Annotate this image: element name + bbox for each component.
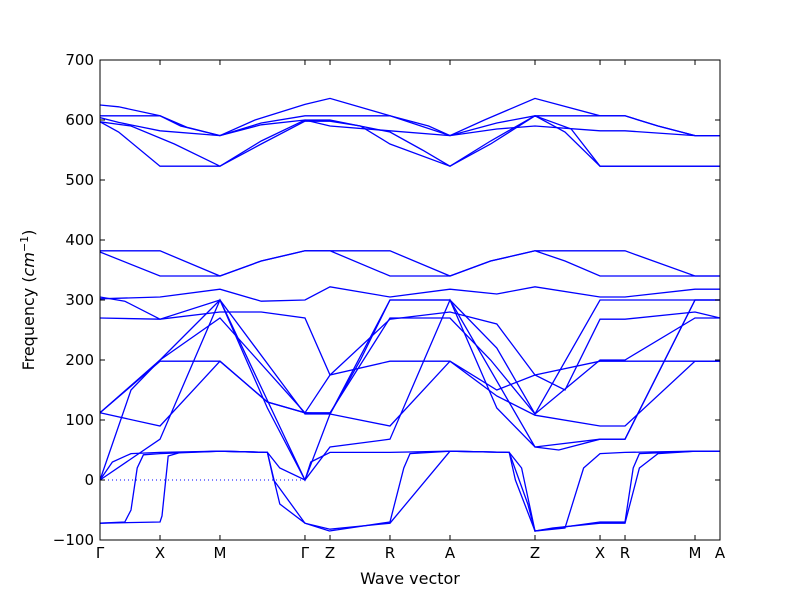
x-tick-label: M — [689, 544, 702, 562]
x-tick-label: Z — [530, 544, 540, 562]
plot-area — [99, 97, 721, 532]
band-line-9 — [99, 311, 721, 391]
band-line-8 — [99, 286, 720, 302]
band-line-16 — [99, 450, 720, 532]
y-tick-label: 300 — [65, 291, 94, 309]
band-line-13 — [99, 360, 720, 427]
x-tick-label: R — [385, 544, 395, 562]
y-tick-label: 600 — [65, 111, 94, 129]
band-line-4 — [99, 115, 720, 167]
band-line-2 — [100, 115, 720, 137]
y-tick-label: −100 — [53, 531, 94, 549]
x-tick-label: X — [155, 544, 165, 562]
band-line-5 — [99, 115, 720, 167]
y-axis-label: Frequency (cm−1) — [18, 230, 38, 371]
x-axis-label: Wave vector — [360, 569, 460, 588]
band-line-6 — [100, 250, 720, 277]
y-tick-label: 500 — [65, 171, 94, 189]
y-tick-label: 400 — [65, 231, 94, 249]
band-line-3 — [99, 116, 720, 137]
y-tick-label: 0 — [84, 471, 94, 489]
x-tick-label: X — [595, 544, 605, 562]
band-line-15 — [99, 298, 720, 482]
band-line-7 — [99, 250, 720, 277]
x-tick-label: Z — [325, 544, 335, 562]
band-line-18 — [99, 450, 720, 532]
y-tick-label: 100 — [65, 411, 94, 429]
band-line-10 — [99, 296, 720, 416]
y-tick-label: 700 — [65, 51, 94, 69]
y-axis: −100 0 100 200 300 400 500 600 700 — [53, 51, 720, 549]
band-line-11 — [99, 317, 720, 415]
x-tick-label: A — [445, 544, 456, 562]
band-line-17 — [99, 450, 720, 532]
x-tick-label: R — [620, 544, 630, 562]
x-tick-label: A — [715, 544, 726, 562]
x-tick-label: Γ — [301, 544, 310, 562]
x-tick-label: M — [213, 544, 226, 562]
y-tick-label: 200 — [65, 351, 94, 369]
x-tick-label: Γ — [96, 544, 105, 562]
